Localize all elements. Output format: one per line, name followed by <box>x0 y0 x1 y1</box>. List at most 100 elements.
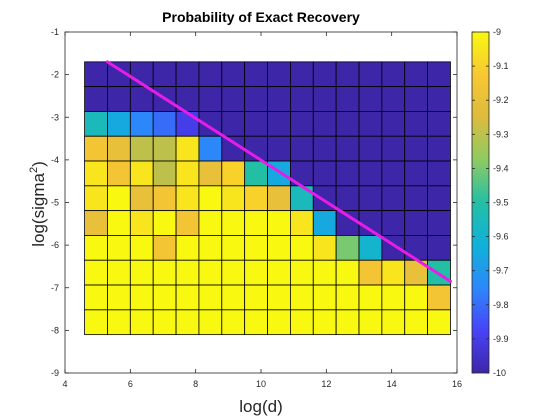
heatmap-cell <box>129 160 154 187</box>
heatmap-cell <box>335 235 360 261</box>
heatmap-cell <box>129 284 154 311</box>
heatmap-cell <box>198 160 223 187</box>
heatmap-cell <box>175 235 200 261</box>
heatmap-cell <box>107 235 131 261</box>
heatmap-cell <box>381 210 406 236</box>
heatmap-cell <box>404 309 429 336</box>
heatmap-cell <box>381 61 406 88</box>
heatmap-cell <box>267 61 291 88</box>
colorbar-tick-label: -9.7 <box>493 266 509 276</box>
heatmap-cell <box>84 210 108 236</box>
heatmap-cell <box>427 210 451 236</box>
heatmap-cell <box>175 309 200 336</box>
heatmap-cell <box>221 210 246 236</box>
heatmap-cell <box>404 235 429 261</box>
heatmap-cell <box>404 135 429 162</box>
heatmap-cell <box>221 259 246 286</box>
y-tick-label: -8 <box>51 325 59 335</box>
y-axis-ticks: -1 -2 -3 -4 -5 -6 -7 -8 -9 <box>51 27 457 378</box>
heatmap-cell <box>289 235 314 261</box>
chart-title: Probability of Exact Recovery <box>162 9 360 25</box>
heatmap-cell <box>107 86 131 112</box>
heatmap-cell <box>107 284 131 311</box>
heatmap-cell <box>129 111 154 137</box>
heatmap-cell <box>152 284 177 311</box>
heatmap-cell <box>152 210 177 236</box>
heatmap-cell <box>358 86 383 112</box>
heatmap-cell <box>267 309 291 336</box>
heatmap-cell <box>175 259 200 286</box>
heatmap-cell <box>107 135 131 162</box>
heatmap-cell <box>312 210 337 236</box>
heatmap-cell <box>84 111 108 137</box>
x-tick-label: 4 <box>62 379 67 389</box>
heatmap-cell <box>381 135 406 162</box>
heatmap-cell <box>84 235 108 261</box>
heatmap-cell <box>107 160 131 187</box>
heatmap-cell <box>381 185 406 212</box>
heatmap-cell <box>244 160 268 187</box>
x-tick-label: 14 <box>387 379 397 389</box>
colorbar-tick-label: -10 <box>493 368 506 378</box>
heatmap-cell <box>152 160 177 187</box>
heatmap-cell <box>404 160 429 187</box>
heatmap-cell <box>312 309 337 336</box>
heatmap-cell <box>244 111 268 137</box>
y-tick-label: -3 <box>51 112 59 122</box>
heatmap-cell <box>289 135 314 162</box>
heatmap-cell <box>84 135 108 162</box>
y-tick-label: -2 <box>51 70 59 80</box>
heatmap-cell <box>175 185 200 212</box>
heatmap-cell <box>335 135 360 162</box>
colorbar-tick-label: -9.9 <box>493 334 509 344</box>
colorbar-tick-label: -9.6 <box>493 232 509 242</box>
heatmap-cell <box>381 86 406 112</box>
heatmap-cell <box>335 111 360 137</box>
heatmap-cell <box>221 61 246 88</box>
heatmap-cell <box>221 309 246 336</box>
x-tick-label: 6 <box>128 379 133 389</box>
heatmap-cell <box>221 284 246 311</box>
heatmap-cell <box>152 185 177 212</box>
heatmap-cell <box>221 235 246 261</box>
heatmap-cell <box>221 185 246 212</box>
heatmap-cell <box>129 259 154 286</box>
heatmap-cell <box>312 284 337 311</box>
heatmap-cell <box>335 259 360 286</box>
heatmap-cell <box>404 284 429 311</box>
heatmap-cell <box>358 185 383 212</box>
x-tick-label: 12 <box>321 379 331 389</box>
heatmap-cells <box>84 61 451 336</box>
heatmap-cell <box>427 111 451 137</box>
heatmap-cell <box>84 86 108 112</box>
heatmap-cell <box>175 111 200 137</box>
heatmap-cell <box>312 135 337 162</box>
heatmap-cell <box>381 111 406 137</box>
heatmap-cell <box>404 185 429 212</box>
heatmap-cell <box>335 61 360 88</box>
heatmap-cell <box>381 160 406 187</box>
heatmap-cell <box>198 61 223 88</box>
heatmap-cell <box>358 309 383 336</box>
heatmap-cell <box>84 259 108 286</box>
heatmap-cell <box>289 111 314 137</box>
heatmap-cell <box>152 111 177 137</box>
heatmap-cell <box>84 61 108 88</box>
heatmap-cell <box>312 259 337 286</box>
y-tick-label: -1 <box>51 27 59 37</box>
heatmap-cell <box>221 86 246 112</box>
colorbar-ticks: -9 -9.1 -9.2 -9.3 -9.4 -9.5 -9.6 -9.7 -9.8 -9.9 -1… <box>472 27 509 378</box>
heatmap-cell <box>198 86 223 112</box>
heatmap-cell <box>335 309 360 336</box>
y-axis-label-superscript: 2 <box>28 167 40 173</box>
heatmap-cell <box>289 86 314 112</box>
heatmap-cell <box>152 135 177 162</box>
heatmap-cell <box>175 160 200 187</box>
heatmap-cell <box>129 185 154 212</box>
heatmap-cell <box>84 284 108 311</box>
y-axis-label-base: log(sigma <box>29 173 48 247</box>
heatmap-cell <box>244 86 268 112</box>
heatmap-cell <box>289 210 314 236</box>
heatmap-cell <box>267 135 291 162</box>
heatmap-cell <box>152 235 177 261</box>
